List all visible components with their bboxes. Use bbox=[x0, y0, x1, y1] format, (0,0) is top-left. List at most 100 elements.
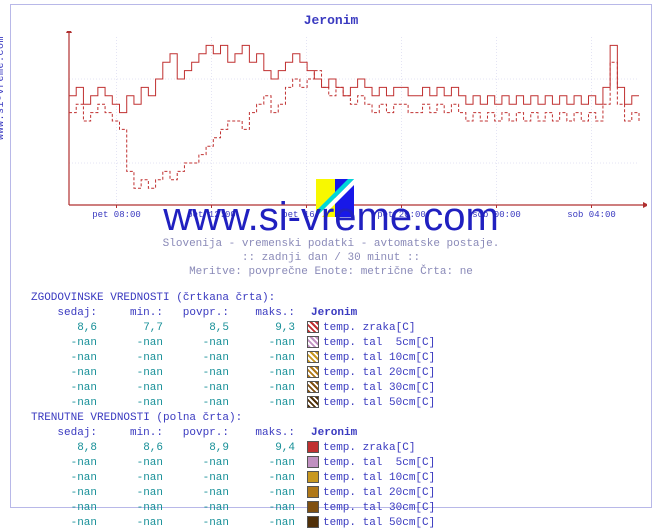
value-cell: -nan bbox=[163, 366, 229, 381]
series-swatch-icon bbox=[307, 516, 319, 528]
series-label: temp. zraka[C] bbox=[323, 442, 415, 454]
series-label: temp. tal 10cm[C] bbox=[323, 472, 435, 484]
data-tables: ZGODOVINSKE VREDNOSTI (črtkana črta):sed… bbox=[31, 291, 435, 531]
value-cell: -nan bbox=[163, 351, 229, 366]
table-row: 8,67,78,59,3 temp. zraka[C] bbox=[31, 321, 435, 336]
value-cell: -nan bbox=[97, 336, 163, 351]
value-cell: -nan bbox=[97, 456, 163, 471]
desc-line-2: :: zadnji dan / 30 minut :: bbox=[11, 251, 651, 265]
value-cell: -nan bbox=[97, 471, 163, 486]
series-label: temp. tal 10cm[C] bbox=[323, 352, 435, 364]
series-label: temp. tal 5cm[C] bbox=[323, 457, 435, 469]
series-label: temp. tal 50cm[C] bbox=[323, 517, 435, 529]
chart-title: Jeronim bbox=[11, 13, 651, 28]
svg-text:pet 12:00: pet 12:00 bbox=[187, 210, 236, 220]
value-cell: -nan bbox=[229, 486, 295, 501]
table-row: -nan-nan-nan-nantemp. tal 10cm[C] bbox=[31, 351, 435, 366]
value-cell: -nan bbox=[163, 486, 229, 501]
value-cell: -nan bbox=[163, 336, 229, 351]
value-cell: -nan bbox=[229, 471, 295, 486]
value-cell: -nan bbox=[163, 456, 229, 471]
value-cell: -nan bbox=[97, 486, 163, 501]
table-row: -nan-nan-nan-nantemp. tal 10cm[C] bbox=[31, 471, 435, 486]
table-row: -nan-nan-nan-nantemp. tal 5cm[C] bbox=[31, 456, 435, 471]
value-cell: -nan bbox=[163, 396, 229, 411]
svg-text:pet 08:00: pet 08:00 bbox=[92, 210, 141, 220]
series-swatch-icon bbox=[307, 366, 319, 378]
value-cell: -nan bbox=[229, 381, 295, 396]
value-cell: -nan bbox=[97, 381, 163, 396]
value-cell: -nan bbox=[97, 366, 163, 381]
value-cell: -nan bbox=[229, 336, 295, 351]
svg-text:pet 16:00: pet 16:00 bbox=[282, 210, 331, 220]
value-cell: -nan bbox=[31, 486, 97, 501]
svg-text:sob 00:00: sob 00:00 bbox=[472, 210, 521, 220]
table-row: -nan-nan-nan-nantemp. tal 50cm[C] bbox=[31, 396, 435, 411]
col-header: povpr.: bbox=[163, 426, 229, 441]
value-cell: -nan bbox=[97, 516, 163, 531]
value-cell: 7,7 bbox=[97, 321, 163, 336]
series-label: temp. tal 20cm[C] bbox=[323, 367, 435, 379]
col-header: sedaj: bbox=[31, 426, 97, 441]
value-cell: -nan bbox=[31, 336, 97, 351]
col-header: maks.: bbox=[229, 306, 295, 321]
table-row: -nan-nan-nan-nantemp. tal 20cm[C] bbox=[31, 366, 435, 381]
series-swatch-icon bbox=[307, 456, 319, 468]
value-cell: -nan bbox=[229, 351, 295, 366]
col-header: maks.: bbox=[229, 426, 295, 441]
value-cell: 9,3 bbox=[229, 321, 295, 336]
svg-text:sob 04:00: sob 04:00 bbox=[567, 210, 616, 220]
value-cell: -nan bbox=[229, 456, 295, 471]
series-swatch-icon bbox=[307, 351, 319, 363]
value-cell: 8,6 bbox=[97, 441, 163, 456]
legend-title: Jeronim bbox=[311, 426, 357, 441]
series-label: temp. tal 20cm[C] bbox=[323, 487, 435, 499]
series-label: temp. zraka[C] bbox=[323, 322, 415, 334]
table-header: sedaj:min.:povpr.:maks.: Jeronim bbox=[31, 306, 435, 321]
value-cell: -nan bbox=[229, 396, 295, 411]
col-header: povpr.: bbox=[163, 306, 229, 321]
desc-line-3: Meritve: povprečne Enote: metrične Črta:… bbox=[11, 265, 651, 279]
table-row: -nan-nan-nan-nantemp. tal 5cm[C] bbox=[31, 336, 435, 351]
value-cell: -nan bbox=[31, 456, 97, 471]
value-cell: 8,9 bbox=[163, 441, 229, 456]
section-header: ZGODOVINSKE VREDNOSTI (črtkana črta): bbox=[31, 291, 435, 306]
value-cell: -nan bbox=[229, 516, 295, 531]
series-swatch-icon bbox=[307, 381, 319, 393]
value-cell: -nan bbox=[31, 471, 97, 486]
legend-title: Jeronim bbox=[311, 306, 357, 321]
series-label: temp. tal 30cm[C] bbox=[323, 502, 435, 514]
col-header: min.: bbox=[97, 306, 163, 321]
value-cell: -nan bbox=[97, 351, 163, 366]
table-row: -nan-nan-nan-nantemp. tal 50cm[C] bbox=[31, 516, 435, 531]
value-cell: -nan bbox=[163, 381, 229, 396]
value-cell: -nan bbox=[163, 471, 229, 486]
value-cell: -nan bbox=[31, 366, 97, 381]
series-label: temp. tal 50cm[C] bbox=[323, 397, 435, 409]
desc-line-1: Slovenija - vremenski podatki - avtomats… bbox=[11, 237, 651, 251]
value-cell: -nan bbox=[31, 516, 97, 531]
table-row: 8,88,68,99,4 temp. zraka[C] bbox=[31, 441, 435, 456]
col-header: sedaj: bbox=[31, 306, 97, 321]
value-cell: -nan bbox=[97, 396, 163, 411]
series-swatch-icon bbox=[307, 441, 319, 453]
line-chart: 89pet 08:00pet 12:00pet 16:00pet 20:00so… bbox=[59, 31, 647, 229]
value-cell: -nan bbox=[229, 366, 295, 381]
value-cell: -nan bbox=[31, 396, 97, 411]
series-swatch-icon bbox=[307, 501, 319, 513]
value-cell: 9,4 bbox=[229, 441, 295, 456]
table-row: -nan-nan-nan-nantemp. tal 20cm[C] bbox=[31, 486, 435, 501]
value-cell: -nan bbox=[31, 381, 97, 396]
table-header: sedaj:min.:povpr.:maks.: Jeronim bbox=[31, 426, 435, 441]
section-header: TRENUTNE VREDNOSTI (polna črta): bbox=[31, 411, 435, 426]
value-cell: -nan bbox=[163, 516, 229, 531]
series-swatch-icon bbox=[307, 486, 319, 498]
site-label: www.si-vreme.com bbox=[0, 36, 7, 140]
value-cell: 8,5 bbox=[163, 321, 229, 336]
chart-description: Slovenija - vremenski podatki - avtomats… bbox=[11, 237, 651, 279]
value-cell: 8,6 bbox=[31, 321, 97, 336]
series-label: temp. tal 5cm[C] bbox=[323, 337, 435, 349]
value-cell: 8,8 bbox=[31, 441, 97, 456]
series-swatch-icon bbox=[307, 471, 319, 483]
col-header: min.: bbox=[97, 426, 163, 441]
